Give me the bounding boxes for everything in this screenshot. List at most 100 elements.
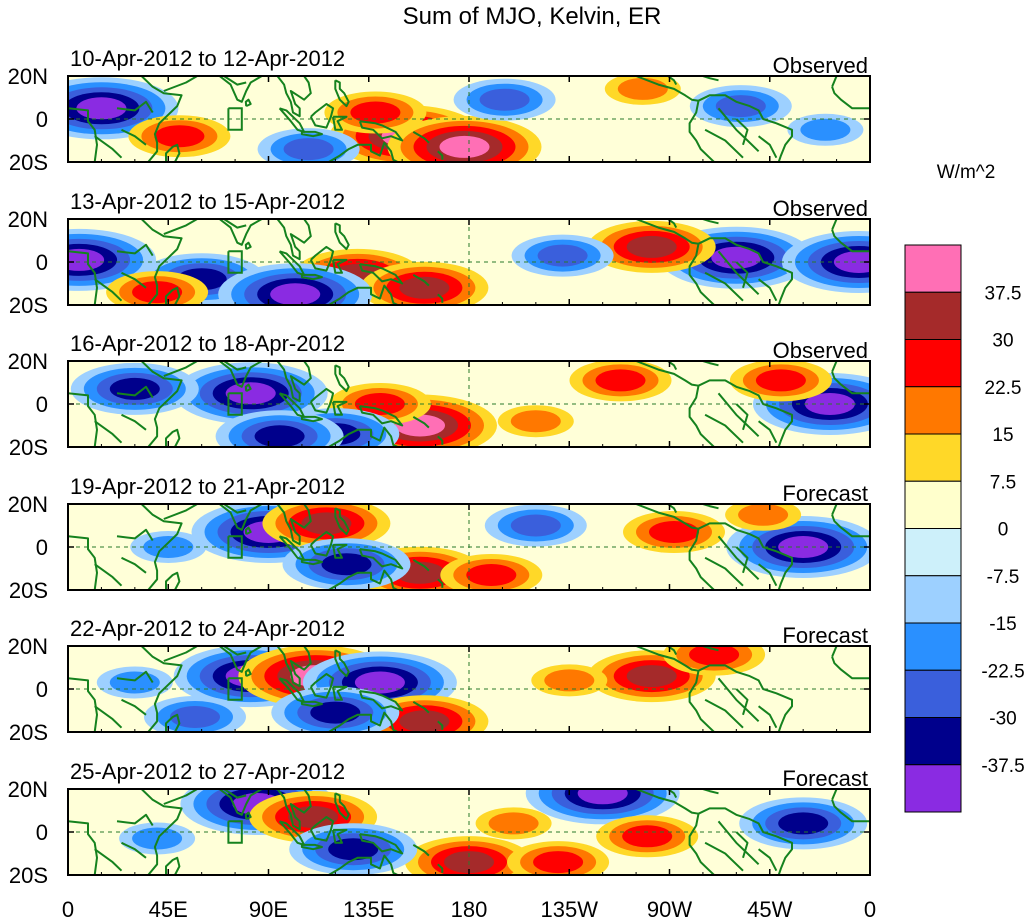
coastline [688,100,715,162]
coastline [163,646,198,662]
coastline [68,504,183,590]
anomaly-10 [119,822,196,855]
contour-level [310,701,361,724]
coastline [831,86,870,110]
coastline [332,115,348,131]
coastline [412,559,430,572]
coastline [68,789,183,875]
coastline [704,841,744,872]
coastline [831,514,870,538]
coastline [94,135,123,159]
panel-period: 19-Apr-2012 to 21-Apr-2012 [70,474,345,499]
contour-level [622,825,673,848]
coastline [757,848,778,872]
coastline [309,816,335,842]
coastline [322,711,399,732]
panel-field [68,76,870,162]
panel-3: 20N 0 20S 16-Apr-2012 to 18-Apr-2012 Observe… [8,331,871,460]
coastlines [68,76,870,162]
y-tick-label: 0 [36,107,48,132]
colorbar-label: -22.5 [981,661,1024,682]
contour-level [649,521,699,543]
coastline [223,646,247,656]
coastline [437,863,444,873]
coastline [704,413,744,444]
panel-4: 20N 0 20S 19-Apr-2012 to 21-Apr-2012 Forecas… [8,474,871,603]
panel-6: 20N 0 20S 25-Apr-2012 to 27-Apr-2012 Forecas… [8,759,871,888]
contour-level [626,665,677,688]
anomaly-5 [453,78,556,121]
y-tick-label: 20N [8,777,48,802]
coastline [334,222,350,251]
anomaly-9 [96,666,173,699]
coastline [165,713,181,732]
coastline [691,789,719,795]
anomaly-9 [130,531,207,563]
colorbar-swatch [904,386,962,435]
coastline [165,143,181,162]
contour-level [354,671,405,694]
y-tick-label: 20S [9,720,48,745]
y-tick-label: 20N [8,64,48,89]
y-tick-label: 20N [8,349,48,374]
coastline [218,789,263,816]
anomaly-8 [729,361,832,402]
coastline [276,76,312,118]
coastline [68,677,98,732]
coastline [735,403,749,431]
coastline [831,219,838,231]
panel-kind: Forecast [782,623,868,648]
region-box [227,677,243,701]
coastline [688,813,715,875]
colorbar-swatch [904,575,962,624]
contour-level [689,646,740,666]
coastlines [68,646,870,732]
coastline [332,685,348,701]
coastline [437,293,444,303]
contour-level [833,251,870,273]
panel-field [68,646,870,732]
coastline [757,135,778,159]
contour-level [595,369,646,392]
coastline [698,522,793,590]
contour-level [466,564,517,586]
coastline [334,507,350,536]
y-tick-label: 0 [36,535,48,560]
coastline [244,668,252,678]
y-tick-label: 20N [8,634,48,659]
contour-level [755,369,806,392]
coastline [831,361,838,373]
coastlines [68,504,870,590]
coastline [691,76,719,82]
contour-level [154,125,205,148]
coastline [831,76,838,88]
contour-level [544,669,595,692]
coastline [691,646,719,652]
coastline [691,361,719,367]
coastline [276,646,312,688]
coastline [116,670,154,684]
anomaly-10 [787,113,864,146]
anomaly-4 [623,511,725,553]
coastline [717,107,760,153]
panel-field [68,361,870,447]
coastline [412,416,430,429]
contour-level [510,410,561,433]
colorbar: W/m^2 37.5 30 22.5 15 7.5 0 -7.5 -15 -22.5 -30 -37… [904,162,1025,813]
coastline [831,229,870,253]
coastline [635,646,699,672]
colorbar-label: -37.5 [981,756,1024,777]
coastline [68,392,98,447]
region-box [227,392,243,416]
panel-period: 13-Apr-2012 to 15-Apr-2012 [70,189,345,214]
coastline [437,435,444,445]
coastline [94,848,123,872]
coastline [163,504,198,520]
coastline [68,820,98,875]
colorbar-swatch [904,291,962,340]
coastline [322,284,399,305]
coastline [116,243,154,257]
coastline [300,558,323,566]
coastline [276,504,312,546]
